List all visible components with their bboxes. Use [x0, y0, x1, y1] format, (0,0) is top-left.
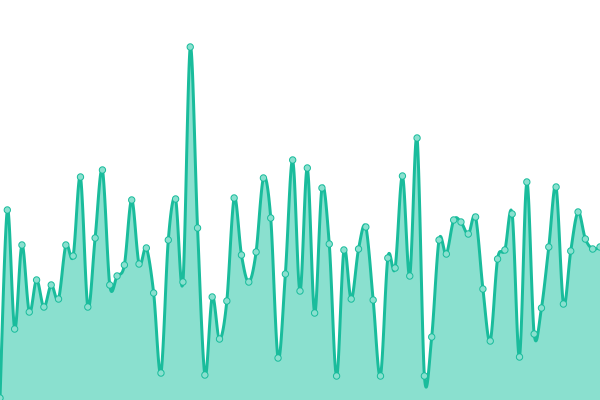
data-point-56: [406, 272, 414, 280]
data-point-64: [464, 230, 472, 238]
data-point-44: [318, 184, 326, 192]
data-point-65: [471, 213, 480, 221]
data-point-40: [288, 156, 297, 164]
data-point-4: [25, 308, 33, 316]
data-point-43: [310, 309, 319, 317]
data-point-42: [303, 164, 312, 172]
data-point-49: [354, 245, 363, 253]
data-points-layer: [0, 43, 600, 400]
data-point-24: [171, 195, 180, 203]
data-point-12: [84, 303, 92, 311]
data-point-17: [120, 261, 129, 269]
data-point-29: [208, 293, 216, 301]
data-point-15: [106, 281, 114, 289]
data-point-21: [149, 289, 158, 297]
data-point-25: [179, 278, 187, 286]
data-point-32: [230, 194, 238, 202]
data-point-16: [113, 272, 121, 280]
data-point-80: [581, 235, 590, 243]
data-point-34: [245, 278, 253, 286]
data-point-46: [332, 372, 341, 380]
data-point-1: [3, 206, 12, 214]
data-point-14: [98, 166, 107, 174]
data-point-51: [369, 296, 377, 304]
data-point-26: [186, 43, 194, 51]
data-point-57: [413, 134, 421, 142]
data-point-67: [486, 337, 494, 345]
data-point-7: [47, 281, 55, 289]
data-point-48: [347, 295, 355, 303]
data-point-39: [281, 270, 290, 278]
data-point-53: [384, 254, 392, 262]
data-point-60: [435, 236, 443, 244]
data-point-54: [391, 264, 399, 272]
data-point-38: [274, 354, 282, 362]
data-point-22: [157, 369, 165, 377]
data-point-45: [325, 240, 333, 248]
data-point-35: [252, 248, 260, 256]
data-point-3: [18, 241, 26, 249]
data-point-71: [515, 353, 524, 361]
data-point-33: [237, 251, 246, 259]
data-point-62: [449, 216, 458, 224]
data-point-76: [552, 183, 560, 191]
data-point-55: [398, 172, 407, 180]
data-point-77: [559, 300, 568, 308]
data-point-41: [296, 287, 304, 295]
data-point-13: [91, 234, 99, 242]
data-point-20: [142, 244, 151, 252]
data-point-78: [567, 247, 575, 255]
data-point-28: [201, 371, 209, 379]
data-point-8: [54, 295, 63, 303]
area-fill: [0, 46, 600, 400]
data-point-61: [442, 250, 451, 258]
data-point-37: [267, 214, 275, 222]
data-point-5: [32, 276, 41, 284]
data-point-30: [215, 335, 224, 343]
area-fill-layer: [0, 46, 600, 400]
data-point-68: [493, 255, 502, 263]
data-point-69: [501, 246, 509, 254]
data-point-47: [340, 246, 348, 254]
data-point-73: [530, 330, 538, 338]
data-point-9: [62, 241, 70, 249]
data-point-81: [588, 245, 597, 253]
data-point-10: [69, 252, 77, 260]
data-point-74: [537, 304, 546, 312]
data-point-50: [362, 223, 370, 231]
data-point-75: [545, 243, 553, 251]
data-point-23: [164, 236, 172, 244]
data-point-6: [40, 303, 48, 311]
data-point-0: [0, 394, 4, 400]
data-point-2: [10, 325, 19, 333]
data-point-58: [420, 372, 429, 380]
data-point-36: [259, 174, 268, 182]
data-point-70: [508, 210, 516, 218]
data-point-19: [135, 260, 143, 268]
data-point-79: [574, 208, 582, 216]
data-point-63: [457, 218, 465, 226]
data-point-52: [376, 372, 385, 380]
data-point-11: [76, 173, 85, 181]
data-point-72: [523, 178, 531, 186]
data-point-66: [479, 285, 487, 293]
data-point-31: [223, 297, 231, 305]
data-point-27: [193, 224, 202, 232]
data-point-59: [428, 333, 436, 341]
data-point-18: [128, 196, 136, 204]
